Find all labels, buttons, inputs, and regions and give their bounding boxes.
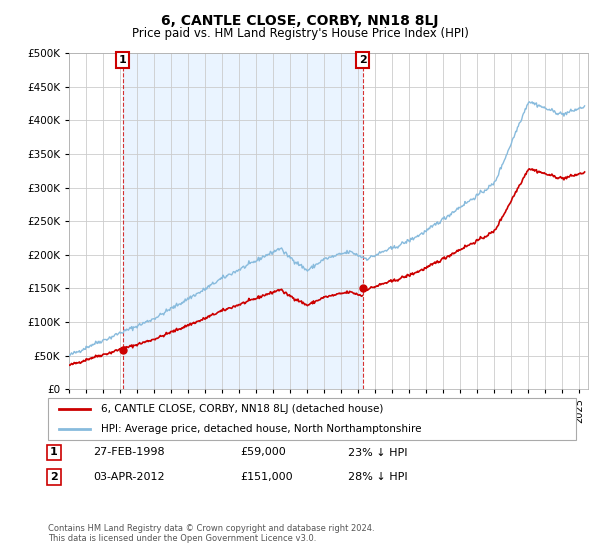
Text: HPI: Average price, detached house, North Northamptonshire: HPI: Average price, detached house, Nort…	[101, 424, 421, 434]
Text: Price paid vs. HM Land Registry's House Price Index (HPI): Price paid vs. HM Land Registry's House …	[131, 27, 469, 40]
Bar	[122, 53, 362, 389]
Text: 6, CANTLE CLOSE, CORBY, NN18 8LJ (detached house): 6, CANTLE CLOSE, CORBY, NN18 8LJ (detach…	[101, 404, 383, 414]
Text: 1: 1	[119, 55, 127, 65]
Text: 03-APR-2012: 03-APR-2012	[93, 472, 164, 482]
Text: £59,000: £59,000	[240, 447, 286, 458]
Text: 2: 2	[359, 55, 367, 65]
Text: 6, CANTLE CLOSE, CORBY, NN18 8LJ: 6, CANTLE CLOSE, CORBY, NN18 8LJ	[161, 14, 439, 28]
Text: 28% ↓ HPI: 28% ↓ HPI	[348, 472, 407, 482]
Text: 2: 2	[50, 472, 58, 482]
FancyBboxPatch shape	[48, 398, 576, 440]
Text: 27-FEB-1998: 27-FEB-1998	[93, 447, 164, 458]
Text: Contains HM Land Registry data © Crown copyright and database right 2024.
This d: Contains HM Land Registry data © Crown c…	[48, 524, 374, 543]
Text: 1: 1	[50, 447, 58, 458]
Text: 23% ↓ HPI: 23% ↓ HPI	[348, 447, 407, 458]
Text: £151,000: £151,000	[240, 472, 293, 482]
